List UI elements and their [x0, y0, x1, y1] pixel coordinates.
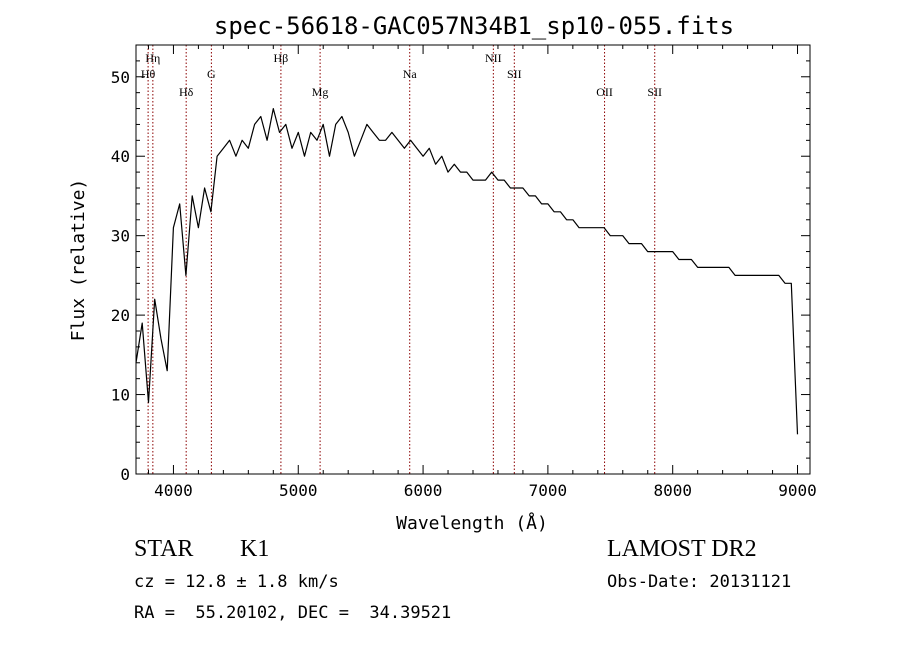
- y-tick-label: 30: [111, 227, 130, 246]
- x-tick-label: 6000: [404, 481, 443, 500]
- y-tick-label: 40: [111, 147, 130, 166]
- y-axis-label: Flux (relative): [68, 179, 89, 342]
- x-tick-label: 8000: [653, 481, 692, 500]
- x-tick-label: 7000: [529, 481, 568, 500]
- x-tick-label: 5000: [279, 481, 318, 500]
- marker-label: SII: [507, 67, 522, 81]
- marker-label: Na: [403, 67, 418, 81]
- coordinates: RA = 55.20102, DEC = 34.39521: [134, 603, 452, 623]
- y-tick-label: 50: [111, 68, 130, 87]
- x-tick-label: 9000: [778, 481, 817, 500]
- chart-title: spec-56618-GAC057N34B1_sp10-055.fits: [214, 12, 734, 40]
- y-tick-label: 0: [120, 465, 130, 484]
- x-axis-label: Wavelength (Å): [396, 512, 548, 534]
- observation-date: Obs-Date: 20131121: [607, 572, 792, 592]
- x-tick-label: 4000: [154, 481, 193, 500]
- data-release: LAMOST DR2: [607, 536, 757, 562]
- spectrum-line: [135, 107, 799, 435]
- axes: 4000 5000 6000 7000 8000 9000 0 10 20 30 40 50: [111, 44, 817, 500]
- marker-label: G: [207, 67, 216, 81]
- marker-label: SII: [647, 85, 662, 99]
- radial-velocity: cz = 12.8 ± 1.8 km/s: [134, 572, 339, 592]
- marker-label: OII: [596, 85, 613, 99]
- marker-label: Mg: [312, 85, 329, 99]
- object-class: STAR: [134, 536, 194, 562]
- marker-label: Hη: [145, 51, 160, 65]
- y-tick-label: 20: [111, 306, 130, 325]
- marker-label: NII: [485, 51, 502, 65]
- object-subclass: K1: [240, 536, 270, 562]
- spectral-line-markers: Hη Hθ Hδ G Hβ Mg Na NII SII OII SII: [141, 45, 662, 474]
- plot-frame: [135, 44, 811, 475]
- marker-label: Hθ: [141, 67, 156, 81]
- y-tick-label: 10: [111, 386, 130, 405]
- marker-label: Hδ: [179, 85, 194, 99]
- marker-label: Hβ: [274, 51, 289, 65]
- spectrum-series: [135, 107, 799, 435]
